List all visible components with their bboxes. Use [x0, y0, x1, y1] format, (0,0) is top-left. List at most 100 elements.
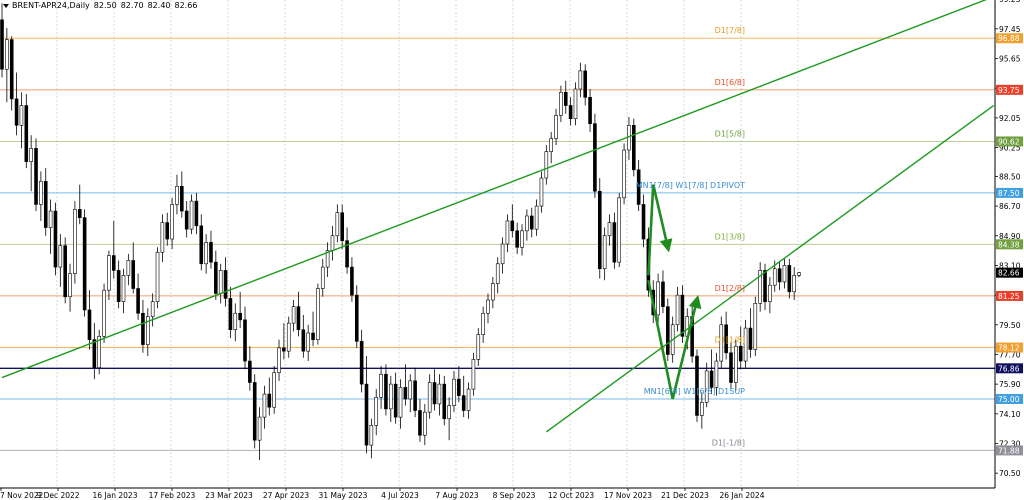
candle-body [768, 284, 772, 303]
candle-body [549, 138, 553, 152]
candle-body [559, 92, 563, 116]
candle-body [228, 298, 233, 331]
price-tag-label: 93.75 [998, 86, 1020, 95]
candle-body [680, 294, 685, 337]
candle-body [437, 383, 442, 405]
price-tag-label: 75.00 [998, 395, 1020, 404]
candle-body [233, 312, 238, 331]
candle-body [641, 204, 646, 240]
candle-body [738, 345, 743, 362]
x-tick-label: 26 Jan 2024 [720, 491, 765, 500]
candle-body [111, 255, 116, 271]
candle-body [223, 270, 228, 299]
candle-body [9, 39, 14, 100]
candle-body [175, 185, 179, 205]
x-tick-label: 9 Dec 2022 [36, 491, 79, 500]
candle-body [714, 360, 719, 388]
price-tag [996, 393, 1023, 404]
x-tick-label: 12 Oct 2023 [548, 491, 595, 500]
candle-body [282, 347, 286, 352]
candle-body [116, 270, 121, 303]
candle-body [14, 98, 19, 126]
candle-body [320, 266, 325, 289]
candle-body [724, 324, 728, 354]
candle-body [335, 212, 340, 237]
candle-body [427, 382, 432, 413]
candle-body [384, 373, 388, 410]
candle-body [782, 265, 787, 283]
candle-body [316, 288, 320, 340]
y-tick-label: 92.05 [999, 114, 1021, 123]
candle-body [393, 383, 398, 418]
price-tag [996, 33, 1023, 44]
candle-body [301, 329, 306, 352]
candle-body [296, 306, 301, 331]
candle-body [354, 294, 359, 342]
y-tick-label: 79.50 [999, 321, 1021, 330]
candle-body [48, 210, 53, 228]
candle-body [763, 270, 767, 303]
x-tick-label: 7 Nov 2022 [0, 491, 43, 500]
candle-body [24, 105, 29, 162]
price-tag-label: 78.12 [998, 344, 1020, 353]
price-tag-label: 90.62 [998, 137, 1020, 146]
candle-body [466, 388, 471, 411]
channel-line [545, 104, 995, 433]
candle-body [53, 210, 58, 268]
price-tag-label: 96.88 [998, 34, 1020, 43]
candle-body [563, 92, 568, 106]
candle-body [534, 205, 539, 230]
candle-body [68, 273, 72, 298]
candle-body [734, 345, 738, 383]
candle-body [525, 215, 529, 232]
candle-body [87, 309, 92, 340]
price-tag [996, 84, 1023, 95]
price-tag [996, 187, 1023, 198]
candle-body [666, 306, 670, 355]
candle-body [607, 222, 612, 237]
candle-body [554, 115, 558, 139]
level-label: D1[7/8] [715, 26, 745, 35]
candle-body [340, 212, 345, 242]
candle-body [238, 312, 242, 321]
candle-body [272, 372, 276, 408]
candle-body [364, 383, 369, 446]
candle-body [578, 70, 583, 90]
level-label: D1[1/8] [715, 336, 745, 345]
candle-body [748, 327, 753, 350]
candle-body [29, 148, 33, 162]
y-tick-label: 83.10 [999, 261, 1021, 270]
level-label: MN1[7/8] W1[7/8] D1PIVOT [636, 181, 745, 190]
candle-body [636, 169, 641, 205]
candle-body [510, 220, 515, 232]
candle-body [729, 352, 733, 383]
forecast-arrows [647, 184, 702, 400]
candle-body [447, 405, 451, 420]
candle-body [77, 209, 82, 218]
candle-body [63, 245, 67, 298]
current-price-tag [996, 267, 1023, 278]
candle-body [252, 382, 257, 441]
low-value: 82.40 [147, 1, 171, 10]
candle-body [121, 275, 126, 303]
candle-body [369, 425, 374, 446]
y-tick-label: 86.70 [999, 202, 1021, 211]
candle-body [515, 230, 519, 248]
candle-body [374, 397, 379, 426]
candle-body [597, 190, 602, 270]
dropdown-triangle-icon[interactable] [3, 3, 9, 8]
level-label: MN1[6/8] W1[6/8] D1SUP [644, 387, 745, 396]
chart-header: BRENT-APR24,Daily 82.50 82.70 82.40 82.66 [3, 1, 201, 10]
candle-body [476, 334, 481, 360]
candle-body [58, 245, 63, 268]
price-tag [996, 239, 1023, 250]
candle-body [452, 378, 456, 406]
candle-body [505, 220, 510, 245]
candle-body [529, 215, 534, 230]
candle-body [0, 19, 4, 70]
high-value: 82.70 [120, 1, 144, 10]
candle-body [612, 222, 617, 263]
candle-body [457, 378, 461, 396]
